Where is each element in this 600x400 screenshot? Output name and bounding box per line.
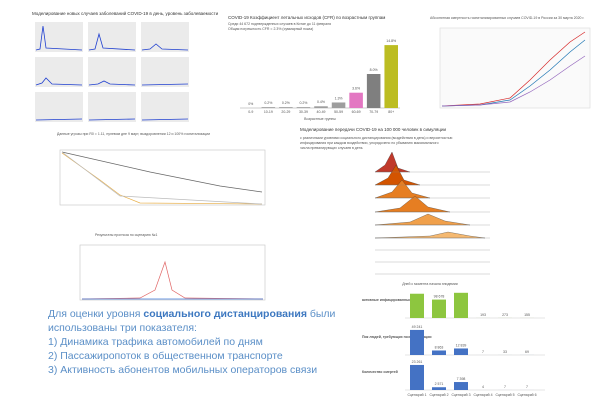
x-tick-label: 40-49 bbox=[317, 110, 326, 114]
value-label: 98 678 bbox=[434, 295, 445, 299]
value-label: 7 bbox=[526, 385, 528, 389]
value-label: 1.3% bbox=[335, 96, 343, 100]
bar bbox=[331, 102, 346, 108]
panel-title: Абсолютная смертность госпитализированны… bbox=[430, 16, 584, 20]
bar bbox=[410, 293, 424, 318]
x-tick-label: Сценарий 2 bbox=[429, 393, 448, 397]
bar bbox=[314, 106, 328, 108]
x-tick-label: 60-69 bbox=[352, 110, 361, 114]
x-tick-label: 20-29 bbox=[281, 110, 290, 114]
value-label: 8.0% bbox=[370, 68, 378, 72]
value-label: 0.2% bbox=[299, 101, 307, 105]
panel-subtitle: инфицирования при каждом воздействии, уп… bbox=[300, 141, 439, 145]
panel-title: Моделирование передачи COVID-19 на 100 0… bbox=[300, 127, 446, 132]
body-line: использованы три показателя: bbox=[48, 322, 197, 334]
panel-subtitle: числа превалирующих случаев в день bbox=[300, 146, 363, 150]
ridge-baselines bbox=[375, 171, 490, 275]
threat-chart bbox=[59, 149, 266, 206]
x-tick-label: 80+ bbox=[388, 110, 394, 114]
value-label: 193 bbox=[480, 313, 486, 317]
bar bbox=[384, 45, 398, 108]
bar bbox=[410, 364, 424, 390]
value-label: 0% bbox=[248, 102, 253, 106]
text: были bbox=[307, 308, 336, 320]
x-axis-label: Возрастные группы bbox=[304, 117, 336, 121]
x-tick-label: 10-19 bbox=[264, 110, 273, 114]
value-label: 2 571 bbox=[435, 382, 444, 386]
value-label: 14.8% bbox=[386, 39, 396, 43]
panel-title: Результаты прогноза по сценарию №1 bbox=[95, 233, 157, 237]
bar bbox=[432, 387, 446, 390]
value-label: 23 261 bbox=[412, 360, 423, 364]
value-label: 8 863 bbox=[435, 345, 444, 349]
bar bbox=[261, 107, 276, 108]
x-tick-label: 0-9 bbox=[248, 110, 253, 114]
value-label: 49 241 bbox=[412, 325, 423, 329]
value-label: 0.2% bbox=[282, 101, 290, 105]
bar bbox=[279, 107, 293, 108]
incidence-grid bbox=[35, 22, 189, 122]
value-label: 7 398 bbox=[457, 377, 466, 381]
x-tick-label: Сценарий 6 bbox=[517, 393, 536, 397]
value-label: 0.2% bbox=[264, 101, 272, 105]
value-label: 3.6% bbox=[352, 87, 360, 91]
bar bbox=[454, 292, 468, 318]
ridges bbox=[374, 151, 486, 239]
text: Для оценки уровня bbox=[48, 308, 143, 320]
list-item: 3) Активность абонентов мобильных операт… bbox=[48, 364, 317, 376]
list-item: 1) Динамика трафика автомобилей по дням bbox=[48, 336, 263, 348]
body-line: Для оценки уровня социального дистанциро… bbox=[48, 308, 336, 320]
forecast-chart bbox=[79, 244, 266, 301]
cfr-bars: 0% 0-9 0.2% 10-19 0.2% 20-29 0.2% 30-39 0.4% 40-4… bbox=[248, 39, 398, 114]
incidence-lines bbox=[35, 25, 189, 121]
value-label: 4 bbox=[482, 385, 484, 389]
x-tick-label: Сценарий 5 bbox=[495, 393, 514, 397]
group-label: Количество смертей bbox=[362, 370, 398, 374]
value-label: 12 839 bbox=[456, 343, 467, 347]
x-tick-label: 70-79 bbox=[369, 110, 378, 114]
value-label: 69 bbox=[525, 350, 529, 354]
bar bbox=[432, 350, 446, 355]
list-item: 2) Пассажиропоток в общественном транспо… bbox=[48, 350, 283, 362]
value-label: 7 bbox=[482, 350, 484, 354]
bar bbox=[296, 107, 311, 108]
scenario-bars: активные инфицированные 98 678 193 273 155 Пи… bbox=[362, 292, 545, 397]
panel-subtitle: с различными уровнями социального дистан… bbox=[300, 136, 453, 140]
panel-subtitle: Общая погрешность CFR = 2.3% (суммарный … bbox=[228, 27, 313, 31]
bar bbox=[410, 329, 424, 355]
panel-title: Моделирование новых случаев заболеваний … bbox=[32, 10, 219, 16]
x-tick-label: Сценарий 3 bbox=[451, 393, 470, 397]
mortality-chart bbox=[439, 27, 591, 109]
bar bbox=[349, 92, 363, 108]
panel-title: Данные угрозы при R0 = 1.11, нулевом дне… bbox=[57, 132, 210, 136]
x-axis-label: Дней с момента начала эпидемии bbox=[402, 282, 458, 286]
x-tick-label: 50-59 bbox=[334, 110, 343, 114]
text-bold: социального дистанцирования bbox=[143, 308, 307, 320]
x-tick-label: Сценарий 4 bbox=[473, 393, 492, 397]
panel-subtitle: Среди 44 672 подтвержденных случаев в Ки… bbox=[228, 22, 331, 26]
x-tick-label: 30-39 bbox=[299, 110, 308, 114]
bar bbox=[432, 299, 446, 318]
value-label: 7 bbox=[504, 385, 506, 389]
group-label: Пик людей, требующих госпитализации bbox=[362, 335, 432, 339]
bar bbox=[454, 348, 468, 355]
x-tick-label: Сценарий 1 bbox=[407, 393, 426, 397]
value-label: 155 bbox=[524, 313, 530, 317]
value-label: 273 bbox=[502, 313, 508, 317]
group-label: активные инфицированные bbox=[362, 298, 411, 302]
value-label: 33 bbox=[503, 350, 507, 354]
value-label: 0.4% bbox=[317, 100, 325, 104]
bar bbox=[366, 74, 381, 108]
bar bbox=[454, 382, 468, 390]
panel-title: COVID-19 Коэффициент летальных исходов (… bbox=[228, 15, 385, 20]
